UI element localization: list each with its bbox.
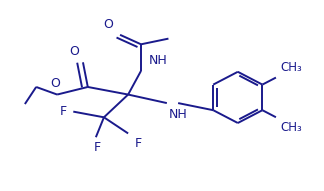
Text: O: O bbox=[104, 18, 114, 31]
Text: NH: NH bbox=[149, 54, 168, 67]
Text: CH₃: CH₃ bbox=[281, 121, 303, 134]
Text: F: F bbox=[134, 137, 142, 150]
Text: O: O bbox=[69, 45, 79, 57]
Text: F: F bbox=[94, 141, 101, 154]
Text: NH: NH bbox=[168, 108, 187, 121]
Text: O: O bbox=[51, 77, 61, 90]
Text: F: F bbox=[60, 105, 67, 118]
Text: CH₃: CH₃ bbox=[281, 61, 303, 74]
